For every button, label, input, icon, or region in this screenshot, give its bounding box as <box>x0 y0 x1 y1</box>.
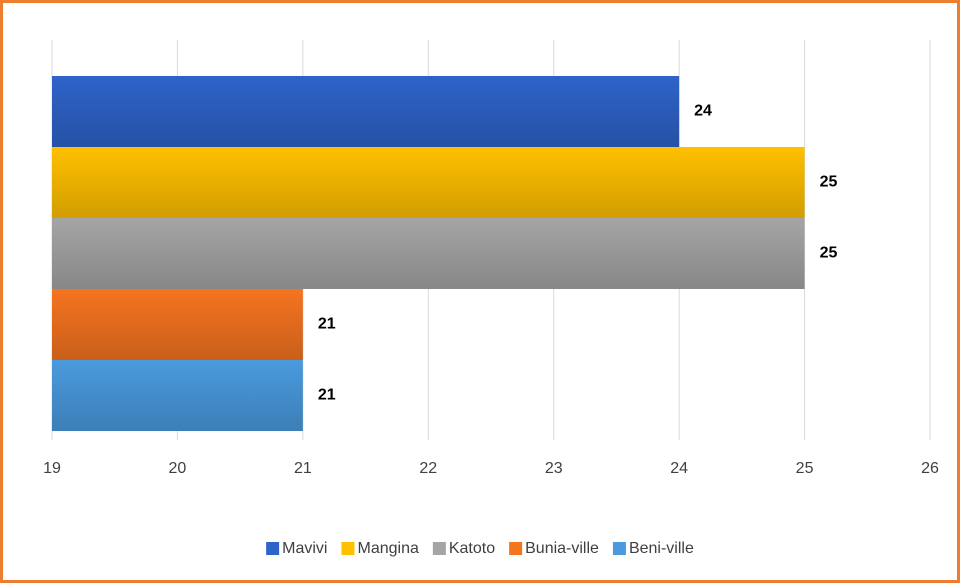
legend-label: Mangina <box>357 540 418 557</box>
x-tick-label: 19 <box>43 460 61 477</box>
bar-shade <box>52 147 805 218</box>
x-tick-label: 23 <box>545 460 563 477</box>
legend-label: Mavivi <box>282 540 327 557</box>
legend-swatch <box>432 542 446 555</box>
legend-label: Katoto <box>449 540 495 557</box>
legend-swatch <box>509 542 523 555</box>
data-label: 21 <box>318 387 336 404</box>
data-label: 25 <box>820 174 838 191</box>
bar-shade <box>52 360 303 431</box>
x-tick-label: 20 <box>169 460 187 477</box>
legend-swatch <box>266 542 280 555</box>
bar-shade <box>52 76 680 147</box>
x-tick-label: 24 <box>670 460 688 477</box>
data-label: 24 <box>694 103 712 120</box>
data-label: 25 <box>820 245 838 262</box>
x-tick-label: 26 <box>921 460 939 477</box>
legend-swatch <box>612 542 626 555</box>
x-tick-label: 22 <box>419 460 437 477</box>
legend-label: Bunia-ville <box>525 540 599 557</box>
data-label: 21 <box>318 316 336 333</box>
x-tick-label: 21 <box>294 460 312 477</box>
bar-shade <box>52 218 805 289</box>
x-tick-label: 25 <box>796 460 814 477</box>
bar-shade <box>52 289 303 360</box>
legend-swatch <box>341 542 355 555</box>
legend-label: Beni-ville <box>629 540 694 557</box>
